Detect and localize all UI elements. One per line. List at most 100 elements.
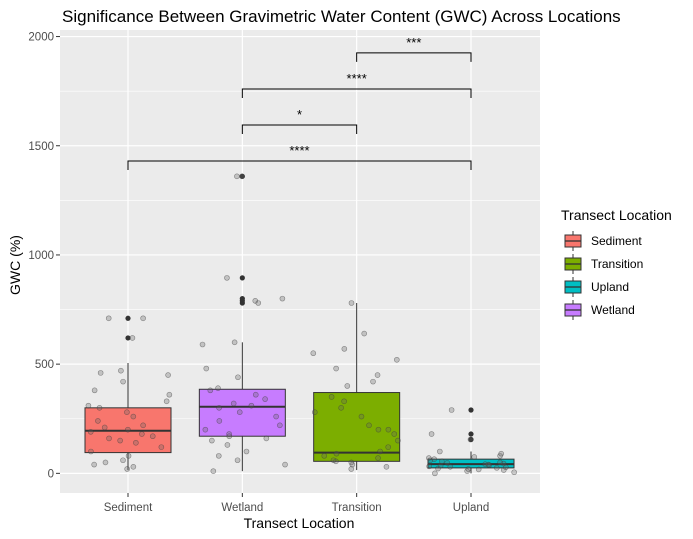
data-point <box>370 378 376 385</box>
data-point <box>118 367 124 374</box>
data-point <box>234 173 240 180</box>
bracket-line <box>356 52 472 62</box>
data-point <box>139 431 145 437</box>
data-point <box>279 295 286 302</box>
significance-bracket: **** <box>127 143 472 171</box>
data-point <box>377 448 383 455</box>
data-point <box>330 457 337 464</box>
chart-title: Significance Between Gravimetric Water C… <box>62 7 621 26</box>
y-tick-label: 1500 <box>28 141 54 153</box>
significance-bracket: *** <box>356 35 472 62</box>
data-point <box>333 450 340 457</box>
data-point <box>239 173 245 180</box>
outlier-point <box>239 173 245 179</box>
legend: Transect Location Sediment Transition Upla… <box>561 207 672 320</box>
data-point <box>199 341 206 348</box>
data-point <box>467 436 474 443</box>
significance-label: **** <box>347 71 367 86</box>
data-point <box>310 350 317 357</box>
data-point <box>375 426 382 433</box>
data-point <box>210 468 217 474</box>
x-tick-label: Upland <box>453 502 489 514</box>
outlier-point <box>239 296 245 302</box>
data-point <box>216 405 222 411</box>
y-tick-label: 1000 <box>28 250 54 262</box>
data-point <box>358 413 365 420</box>
data-point <box>106 435 112 442</box>
data-point <box>385 444 392 450</box>
legend-label: Sediment <box>591 234 642 248</box>
data-point <box>262 396 268 402</box>
legend-item-sediment: Sediment <box>564 231 642 251</box>
data-point <box>252 298 259 304</box>
bracket-line <box>241 124 358 135</box>
data-point <box>207 387 214 394</box>
data-point <box>226 431 232 437</box>
data-point <box>344 383 351 389</box>
data-point <box>130 413 137 420</box>
data-point <box>273 413 279 420</box>
data-point <box>216 453 222 459</box>
data-point <box>209 437 215 444</box>
data-point <box>447 463 454 470</box>
data-point <box>96 405 103 411</box>
data-point <box>383 463 390 470</box>
data-point <box>158 444 165 450</box>
data-point <box>231 339 238 346</box>
data-point <box>124 409 130 415</box>
y-axis-title: GWC (%) <box>7 235 23 295</box>
data-point <box>230 400 237 407</box>
data-point <box>263 435 270 442</box>
data-point <box>125 453 132 459</box>
outlier-point <box>125 335 131 341</box>
data-point <box>348 466 355 472</box>
data-point <box>428 431 435 437</box>
data-point <box>282 461 288 468</box>
data-point <box>431 456 437 462</box>
y-tick-label: 2000 <box>28 32 54 44</box>
outlier-point <box>468 431 474 437</box>
data-point <box>391 431 398 437</box>
data-point <box>130 463 137 470</box>
data-point <box>120 457 126 464</box>
y-tick-label: 500 <box>35 359 54 371</box>
data-point <box>348 459 355 466</box>
data-point <box>361 330 368 337</box>
data-point <box>91 461 97 468</box>
plot-panel: ************ <box>60 30 540 493</box>
data-point <box>494 465 500 471</box>
outlier-point <box>468 407 474 413</box>
data-point <box>133 439 139 446</box>
significance-bracket: **** <box>241 71 472 98</box>
data-point <box>85 402 92 409</box>
data-point <box>348 300 355 306</box>
significance-label: *** <box>406 35 421 50</box>
data-point <box>202 426 209 433</box>
data-point <box>500 460 507 467</box>
data-point <box>437 448 443 455</box>
data-point <box>341 398 347 405</box>
data-point <box>140 315 146 322</box>
data-point <box>224 275 230 281</box>
data-point <box>475 466 482 473</box>
legend-label: Wetland <box>591 303 635 317</box>
y-tick-label: 0 <box>48 468 54 480</box>
data-point <box>511 469 517 476</box>
data-point <box>91 387 98 394</box>
data-point <box>124 466 130 472</box>
data-point <box>385 426 392 433</box>
data-point <box>482 461 488 467</box>
data-point <box>366 422 372 429</box>
data-point <box>338 405 344 411</box>
data-point <box>97 370 104 376</box>
legend-label: Upland <box>591 280 629 294</box>
significance-label: **** <box>289 143 309 158</box>
data-point <box>277 422 283 429</box>
data-point <box>216 418 223 424</box>
data-point <box>375 455 381 461</box>
box-transition <box>310 300 401 472</box>
data-point <box>129 335 136 341</box>
data-point <box>497 459 503 466</box>
data-point <box>465 466 472 472</box>
